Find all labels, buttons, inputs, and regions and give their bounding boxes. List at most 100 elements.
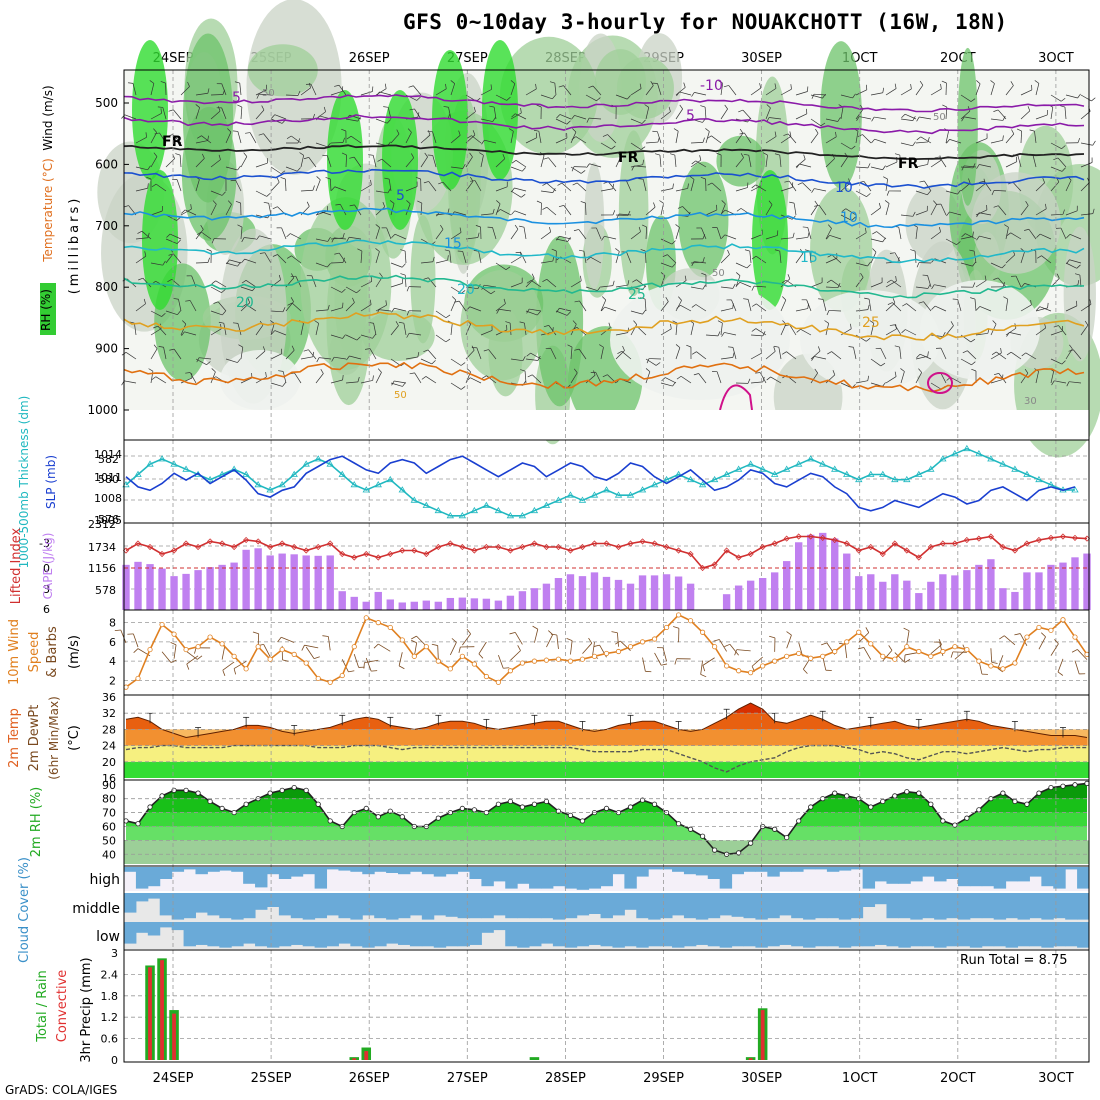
wind-barb	[930, 88, 942, 96]
surface-wind-barb	[570, 640, 573, 655]
wind-barb	[510, 83, 516, 96]
lifted-index-point	[615, 543, 622, 551]
cloud-low-bar	[850, 922, 864, 947]
wind-barb	[225, 131, 232, 144]
rh-point	[940, 818, 946, 824]
wind-speed-tick-label: 8	[109, 617, 116, 630]
wind-barb	[720, 254, 730, 264]
wind-barb	[755, 184, 767, 192]
wind-barb-flag	[1091, 97, 1096, 102]
wind-barb-flag	[971, 368, 977, 372]
wind-barb	[215, 280, 227, 288]
wind-barb	[780, 237, 793, 240]
wind-barb	[1035, 371, 1039, 384]
cloud-high-bar	[1029, 867, 1042, 877]
wind-barb-flag	[256, 235, 260, 241]
cloud-high-bar	[1017, 867, 1030, 882]
surface-wind-barb	[233, 661, 247, 669]
wind-barb	[975, 183, 986, 192]
wind-barb-flag	[375, 248, 380, 252]
wind-barb-flag	[287, 302, 293, 306]
temp-axis-label-1: 2m Temp	[7, 708, 22, 768]
wind-barb	[770, 376, 782, 384]
wind-barb-flag	[312, 185, 315, 191]
date-label-bottom: 26SEP	[349, 1071, 390, 1086]
wind-barb	[268, 203, 272, 216]
cape-bar	[590, 572, 599, 610]
wind-barb-flag	[1002, 115, 1006, 121]
wind-barb	[555, 137, 568, 144]
thickness-point	[734, 465, 743, 472]
wind-barb	[570, 131, 577, 144]
lifted-index-point	[303, 547, 310, 554]
wind-barb	[765, 351, 776, 360]
wind-barb	[350, 135, 362, 144]
cloud-high-bar	[672, 867, 685, 872]
wind-speed-point	[928, 653, 934, 659]
wind-barb	[189, 300, 197, 312]
surface-wind-barb-flag	[348, 670, 355, 673]
cloud-middle-bar	[993, 893, 1007, 920]
wind-barb	[480, 118, 493, 122]
wind-barb	[546, 206, 557, 216]
wind-barb	[735, 187, 748, 192]
thickness-point	[374, 481, 382, 488]
wind-barb-flag	[237, 224, 243, 228]
wind-barb-flag	[611, 145, 616, 150]
wind-barb	[786, 351, 797, 360]
wind-barb-flag	[243, 152, 248, 157]
lifted-index-point	[170, 547, 178, 554]
wind-barb-flag	[916, 262, 920, 268]
wind-speed-point	[687, 618, 694, 624]
wind-barb	[225, 204, 232, 216]
thickness-point	[722, 470, 731, 477]
wind-barb	[870, 323, 875, 336]
precip-run-total: Run Total = 8.75	[960, 953, 1068, 968]
lifted-index-point	[134, 540, 142, 547]
thickness-point	[686, 475, 695, 483]
surface-wind-barb	[904, 652, 919, 656]
wind-barb-flag	[306, 201, 310, 207]
cloud-high-bar	[493, 867, 506, 882]
wind-barb-flag	[232, 322, 239, 324]
wind-barb	[949, 211, 962, 216]
surface-wind-barb	[906, 630, 910, 645]
wind-barb-flag	[490, 290, 496, 295]
wind-barb	[285, 166, 298, 172]
cloud-middle-bar	[779, 893, 792, 916]
cape-bar	[482, 598, 491, 610]
wind-barb-flag	[665, 297, 669, 302]
wind-barb	[550, 348, 557, 360]
cloud-middle-bar	[183, 893, 196, 919]
wind-barb	[1005, 161, 1017, 168]
thickness-point	[746, 460, 755, 467]
thickness-point	[530, 506, 539, 514]
cloud-low-bar	[552, 922, 566, 947]
wind-barb-flag	[766, 376, 771, 381]
cloud-low-bar	[517, 922, 530, 948]
wind-barb	[940, 372, 947, 384]
cloud-middle-bar	[266, 893, 280, 907]
lifted-index-point	[591, 540, 598, 547]
wind-barb-flag	[552, 327, 554, 333]
rh-point	[543, 798, 550, 805]
wind-barb	[862, 134, 872, 144]
surface-wind-barb-flag	[411, 635, 417, 640]
wind-barb-flag	[783, 133, 789, 136]
surface-wind-barb	[882, 650, 893, 662]
wind-barb	[308, 349, 317, 360]
wind-barb	[742, 109, 752, 120]
cloud-high-bar	[147, 867, 161, 887]
wind-barb	[960, 166, 973, 169]
wind-barb	[900, 214, 913, 217]
rh-point	[291, 784, 297, 791]
wind-barb-flag	[218, 321, 224, 324]
cape-bar	[506, 595, 515, 610]
cloud-low-bar	[481, 922, 494, 933]
wind-barb	[575, 136, 587, 144]
cloud-middle-bar	[886, 893, 899, 919]
wind-barb-flag	[747, 378, 751, 384]
cloud-low-bar	[362, 922, 375, 948]
wind-barb-flag	[1004, 224, 1009, 228]
wind-barb	[748, 155, 752, 168]
